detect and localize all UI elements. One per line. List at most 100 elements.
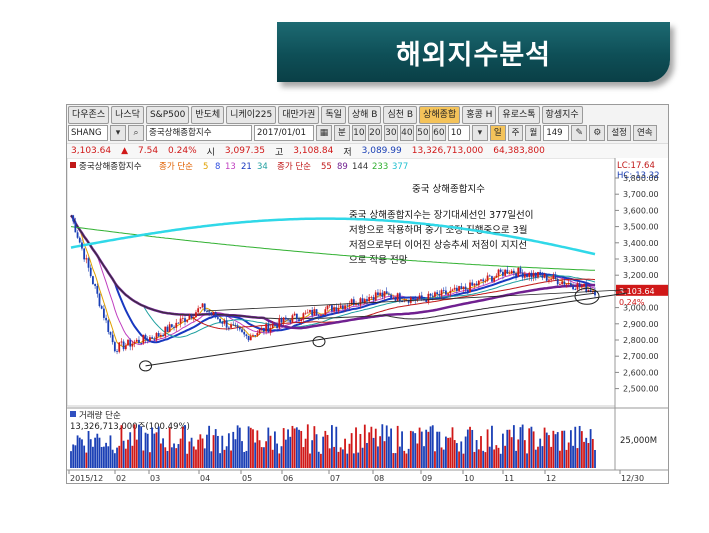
calendar-icon[interactable]: ▦ <box>316 125 332 141</box>
minute-button[interactable]: 분 <box>334 125 350 141</box>
volume-value: 13,326,713,000주(100.49%) <box>70 422 190 432</box>
candle-body <box>241 329 243 332</box>
open-value: 3,097.35 <box>224 146 265 156</box>
tab-item[interactable]: 심천 B <box>383 106 418 124</box>
candle-body <box>374 292 377 301</box>
volume-bar <box>368 432 371 468</box>
dropdown-icon[interactable]: ▾ <box>110 125 126 141</box>
minute-option[interactable]: 50 <box>415 125 430 141</box>
tab-item[interactable]: 홍콩 H <box>462 106 497 124</box>
volume-bar <box>401 431 403 468</box>
search-icon[interactable]: ⌕ <box>128 125 144 141</box>
volume-bar <box>267 427 270 468</box>
chevron-down-icon[interactable]: ▾ <box>471 125 488 141</box>
candle-body <box>81 242 83 249</box>
tab-item[interactable]: 대만가권 <box>278 106 320 124</box>
tab-item[interactable]: 상해종합 <box>419 106 461 124</box>
volume-bar <box>81 439 83 468</box>
candle-body <box>192 317 195 319</box>
candle-body <box>142 334 145 344</box>
candle-body <box>197 308 200 313</box>
minute-option[interactable]: 60 <box>431 125 446 141</box>
candle-body <box>366 299 368 302</box>
candle-body <box>135 339 138 342</box>
candle-body <box>526 274 528 278</box>
volume-bar <box>124 448 127 468</box>
minute-option[interactable]: 40 <box>399 125 414 141</box>
volume-bar <box>561 430 564 468</box>
volume-bar <box>192 446 195 468</box>
volume-bar <box>574 426 577 468</box>
volume-bar <box>348 443 351 468</box>
candle-body <box>541 275 544 278</box>
tab-item[interactable]: 항셍지수 <box>541 106 583 124</box>
tab-item[interactable]: 독일 <box>321 106 346 124</box>
volume-bar <box>585 437 588 468</box>
volume-bar <box>311 440 314 468</box>
count-input[interactable]: 149 <box>543 125 570 141</box>
volume-bar <box>333 446 335 468</box>
candle-body <box>315 309 318 316</box>
candle-body <box>159 334 162 337</box>
date-input[interactable]: 2017/01/01 <box>254 125 314 141</box>
tab-item[interactable]: 다우존스 <box>68 106 110 124</box>
code-input[interactable]: SHANG <box>68 125 108 141</box>
volume-bar <box>227 433 230 468</box>
chart-area[interactable]: 중국상해종합지수 종가 단순 5 8 13 21 34 종가 단순 55 89 … <box>66 157 668 483</box>
tab-item[interactable]: 니케이225 <box>226 106 277 124</box>
gear-icon[interactable]: ⚙ <box>589 125 606 141</box>
price-axis-label: 3,700.00 <box>623 190 659 199</box>
volume-swatch <box>70 411 76 417</box>
price-chart[interactable]: 중국상해종합지수 종가 단순 5 8 13 21 34 종가 단순 55 89 … <box>66 157 668 483</box>
candle-body <box>508 273 511 275</box>
candle-body <box>462 286 465 290</box>
volume-bar <box>146 433 149 468</box>
pen-icon[interactable]: ✎ <box>571 125 588 141</box>
minute-option[interactable]: 10 <box>351 125 366 141</box>
candle-body <box>282 317 285 323</box>
settings-button[interactable]: 설정 <box>607 125 631 141</box>
minute-option[interactable]: 30 <box>383 125 398 141</box>
legend-ma-long-label: 종가 단순 <box>277 161 311 172</box>
volume-bar <box>241 441 243 468</box>
volume-bar <box>591 438 594 468</box>
day-button[interactable]: 일 <box>489 125 506 141</box>
candle-body <box>249 336 252 341</box>
period-select[interactable]: 10 <box>447 125 470 141</box>
hc-label: HC:-13.32 <box>617 171 660 181</box>
volume-bar <box>83 445 86 468</box>
volume-bar <box>352 453 355 468</box>
volume-bar <box>545 432 548 468</box>
tab-item[interactable]: 유로스톡 <box>498 106 540 124</box>
tab-item[interactable]: 상해 B <box>347 106 382 124</box>
tab-item[interactable]: 반도체 <box>191 106 225 124</box>
volume-bar <box>532 431 535 468</box>
candle-body <box>455 287 458 291</box>
legend-swatch <box>70 162 76 168</box>
week-button[interactable]: 주 <box>507 125 524 141</box>
tab-item[interactable]: 나스닥 <box>111 106 144 124</box>
volume-bar <box>190 437 193 468</box>
low-circle <box>574 287 600 305</box>
tab-item[interactable]: S&P500 <box>145 106 190 124</box>
candle-body <box>322 314 325 316</box>
candle-body <box>273 324 276 326</box>
volume-bar <box>480 436 482 468</box>
volume-bar <box>344 438 346 468</box>
volume-bar <box>521 424 524 468</box>
volume-bar <box>495 445 498 468</box>
volume-bar <box>523 440 526 468</box>
volume-bar <box>221 435 224 468</box>
continuous-button[interactable]: 연속 <box>632 125 657 141</box>
candle-body <box>438 294 441 296</box>
volume-bar <box>260 447 263 468</box>
candle-body <box>587 289 590 293</box>
volume-bar <box>383 441 386 468</box>
volume-bar <box>328 448 331 468</box>
volume-bar <box>243 451 246 468</box>
minute-option[interactable]: 20 <box>367 125 382 141</box>
candle-body <box>515 273 517 277</box>
candle-body <box>293 313 296 316</box>
volume-bar <box>385 425 388 468</box>
month-button[interactable]: 월 <box>525 125 542 141</box>
